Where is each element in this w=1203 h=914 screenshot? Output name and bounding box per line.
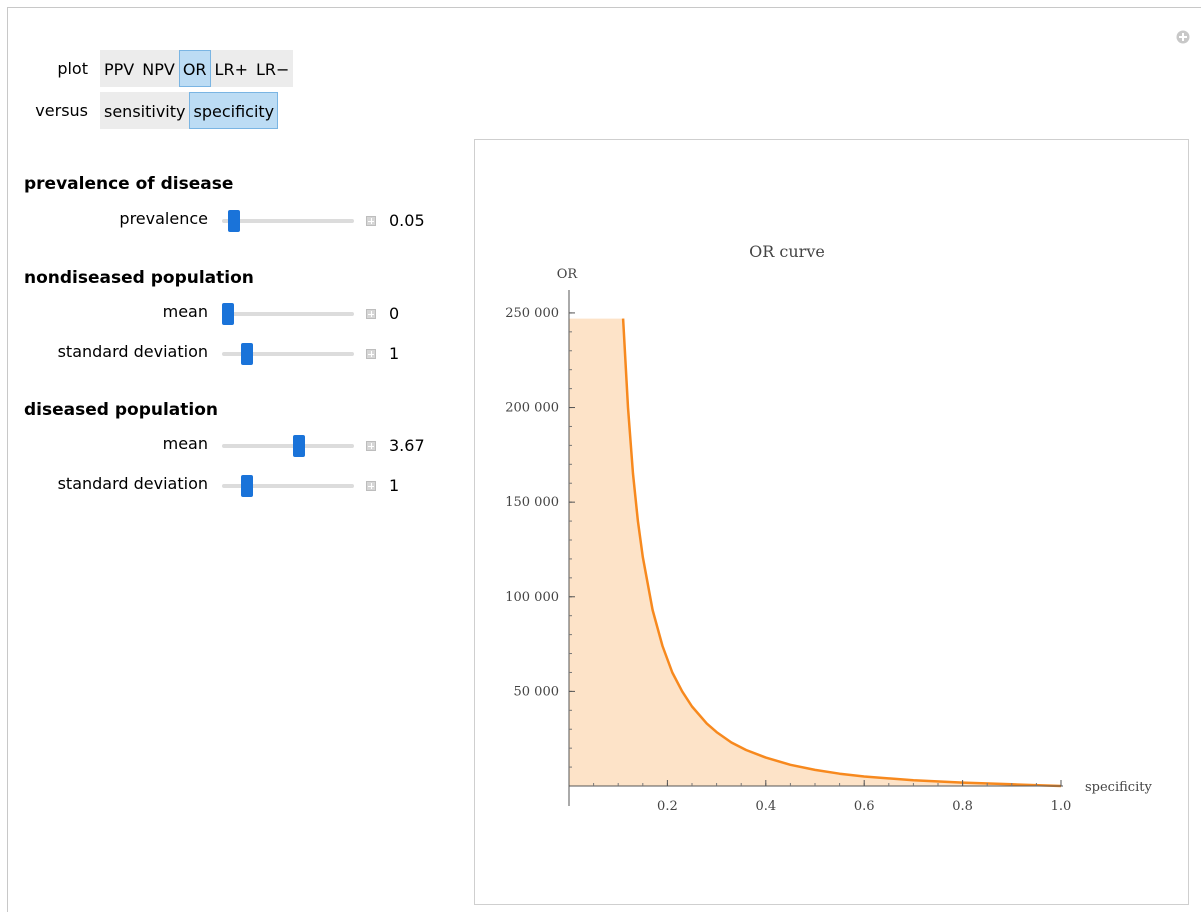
panel-frame <box>7 7 1201 912</box>
add-icon[interactable] <box>1176 30 1190 44</box>
plot-label: plot <box>57 59 88 78</box>
x-tick-label: 0.4 <box>755 799 776 814</box>
diseased-mean-slider[interactable] <box>222 435 354 457</box>
section-title-prevalence: prevalence of disease <box>24 174 234 194</box>
section-title-diseased: diseased population <box>24 400 219 420</box>
nondiseased-sd-expand-icon[interactable] <box>366 349 376 359</box>
y-tick-label: 200 000 <box>505 401 559 416</box>
or-curve-chart: OR curve OR specificity 0.2 0.4 0.6 0.8 1.0 5… <box>505 242 1152 814</box>
y-tick-label: 100 000 <box>505 590 559 605</box>
y-axis-label: OR <box>557 267 579 282</box>
nondiseased-sd-value: 1 <box>389 344 400 363</box>
x-tick-label: 1.0 <box>1051 799 1072 814</box>
prevalence-value: 0.05 <box>389 211 425 230</box>
plot-panel: OR curve OR specificity 0.2 0.4 0.6 0.8 1.0 5… <box>474 139 1189 905</box>
diseased-mean-slider-thumb[interactable] <box>292 435 305 457</box>
section-title-nondiseased: nondiseased population <box>24 268 254 288</box>
plot-option-lr-minus[interactable]: LR− <box>255 60 290 79</box>
versus-label: versus <box>35 101 88 120</box>
diseased-sd-label: standard deviation <box>57 474 208 493</box>
plot-option-npv[interactable]: NPV <box>142 60 175 79</box>
nondiseased-mean-label: mean <box>162 302 208 321</box>
nondiseased-mean-slider-thumb[interactable] <box>222 303 234 325</box>
nondiseased-mean-value: 0 <box>389 304 400 323</box>
diseased-mean-expand-icon[interactable] <box>366 441 376 451</box>
diseased-sd-value: 1 <box>389 476 400 495</box>
y-tick-label: 250 000 <box>505 306 559 321</box>
or-curve-fill <box>569 318 1061 786</box>
x-axis-label: specificity <box>1085 780 1152 795</box>
diseased-sd-expand-icon[interactable] <box>366 481 376 491</box>
diseased-mean-value: 3.67 <box>389 436 425 455</box>
plot-option-lr-plus[interactable]: LR+ <box>214 60 248 79</box>
chart-title: OR curve <box>749 242 825 261</box>
x-tick-label: 0.2 <box>657 799 678 814</box>
plot-selector[interactable]: PPV NPV OR LR+ LR− <box>100 50 294 87</box>
prevalence-expand-icon[interactable] <box>366 216 376 226</box>
nondiseased-sd-label: standard deviation <box>57 342 208 361</box>
versus-selector[interactable]: sensitivity specificity <box>100 92 279 129</box>
plot-option-ppv[interactable]: PPV <box>104 60 135 79</box>
nondiseased-mean-slider[interactable] <box>222 303 354 325</box>
diseased-mean-label: mean <box>162 434 208 453</box>
y-tick-label: 50 000 <box>514 684 560 699</box>
x-tick-label: 0.6 <box>854 799 875 814</box>
diseased-sd-slider-thumb[interactable] <box>241 475 254 497</box>
versus-option-specificity[interactable]: specificity <box>189 92 279 129</box>
plot-option-or[interactable]: OR <box>178 50 211 87</box>
diseased-sd-slider[interactable] <box>222 475 354 497</box>
or-curve-line <box>621 318 1062 788</box>
y-tick-label: 150 000 <box>505 495 559 510</box>
nondiseased-mean-expand-icon[interactable] <box>366 309 376 319</box>
x-tick-label: 0.8 <box>952 799 973 814</box>
prevalence-slider[interactable] <box>222 210 354 232</box>
nondiseased-sd-slider-thumb[interactable] <box>241 343 254 365</box>
versus-option-sensitivity[interactable]: sensitivity <box>104 102 186 121</box>
prevalence-slider-thumb[interactable] <box>228 210 240 232</box>
nondiseased-sd-slider[interactable] <box>222 343 354 365</box>
prevalence-label: prevalence <box>119 209 208 228</box>
